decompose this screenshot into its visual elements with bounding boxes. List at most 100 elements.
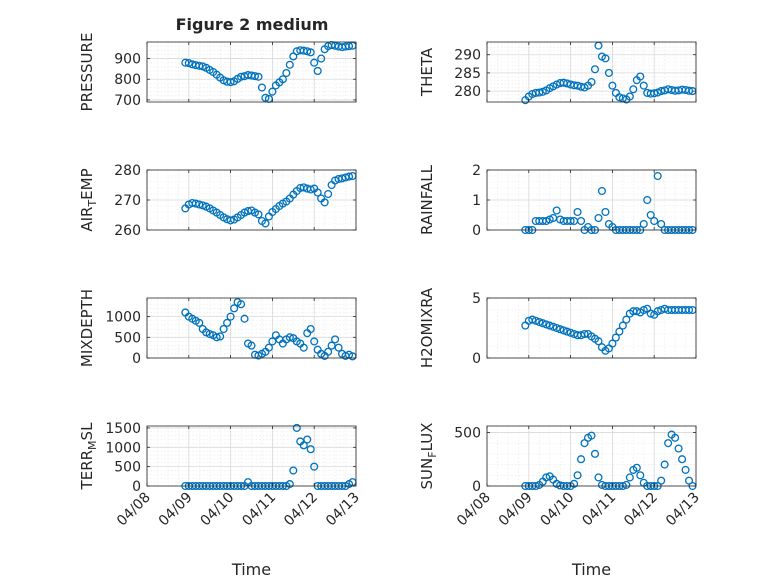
y-tick-label: 900 xyxy=(114,52,141,68)
x-tick-label: 04/13 xyxy=(663,490,703,530)
data-point xyxy=(650,89,659,98)
x-axis-label: Time xyxy=(571,560,611,579)
data-point xyxy=(324,189,333,199)
data-point xyxy=(184,59,193,68)
data-point xyxy=(552,323,561,333)
x-tick-label: 04/13 xyxy=(323,490,363,530)
data-point xyxy=(563,327,572,336)
data-point xyxy=(639,219,648,229)
data-point xyxy=(559,326,568,335)
y-axis-label-pressure: PRESSURE xyxy=(78,33,96,112)
data-point xyxy=(601,207,610,217)
data-point xyxy=(604,68,613,77)
x-tick-label: 04/09 xyxy=(496,490,536,530)
axes-box xyxy=(146,41,357,103)
y-axis-label-mixdepth: MIXDEPTH xyxy=(78,289,96,367)
y-tick-label: 500 xyxy=(114,460,141,476)
data-point xyxy=(625,473,634,482)
data-point xyxy=(268,337,277,346)
data-point xyxy=(594,213,603,223)
data-point xyxy=(535,88,544,97)
data-point xyxy=(632,463,641,472)
y-tick-label: 0 xyxy=(472,223,481,239)
data-point xyxy=(653,171,662,181)
y-axis-label-terr-m-sl: TERRMSL xyxy=(78,422,99,491)
data-point xyxy=(195,61,204,70)
data-point xyxy=(285,333,294,342)
data-point xyxy=(556,325,565,334)
data-point xyxy=(278,75,287,84)
data-point xyxy=(535,317,544,327)
data-point xyxy=(261,219,270,228)
axes-box xyxy=(486,425,697,487)
data-point xyxy=(299,343,308,352)
data-point xyxy=(285,480,294,489)
subplot-pressure: 700 800 900 PRESSURE xyxy=(78,33,357,112)
y-tick-label: 1000 xyxy=(105,310,141,326)
data-point xyxy=(681,465,690,474)
y-tick-label: 290 xyxy=(454,48,481,64)
y-tick-label: 0 xyxy=(132,351,141,367)
data-point xyxy=(590,449,600,458)
y-tick-label: 0 xyxy=(472,479,481,495)
data-point xyxy=(531,316,540,325)
data-point xyxy=(198,201,207,210)
series-markers xyxy=(521,304,697,355)
data-point xyxy=(320,198,329,207)
axes-box xyxy=(146,425,357,487)
data-point xyxy=(580,329,589,339)
data-point xyxy=(261,93,270,102)
subplot-theta: 280 285 290 THETA xyxy=(418,41,697,105)
data-point xyxy=(639,81,648,90)
data-point xyxy=(671,433,680,442)
y-tick-label: 5 xyxy=(472,291,481,307)
data-point xyxy=(643,195,652,205)
y-tick-label: 280 xyxy=(114,163,141,179)
x-axis-label: Time xyxy=(231,560,271,579)
plot-area xyxy=(487,298,696,358)
data-point xyxy=(639,305,648,315)
data-point xyxy=(313,188,322,197)
data-point xyxy=(650,216,659,226)
data-point xyxy=(653,307,662,316)
y-axis-label-h2omixra: H2OMIXRA xyxy=(418,287,436,368)
data-point xyxy=(195,318,204,327)
data-point xyxy=(636,471,645,480)
data-point xyxy=(625,92,634,101)
data-point xyxy=(545,321,554,330)
data-point xyxy=(618,321,627,330)
data-point xyxy=(268,87,277,96)
data-point xyxy=(254,210,263,219)
data-point xyxy=(254,72,263,81)
data-point xyxy=(657,219,666,229)
data-point xyxy=(264,343,273,352)
y-tick-label: 700 xyxy=(114,93,141,109)
plot-area xyxy=(487,426,696,486)
x-tick-label: 04/10 xyxy=(198,490,238,530)
data-point xyxy=(237,300,246,309)
data-point xyxy=(195,200,204,209)
axes-box xyxy=(146,297,357,359)
data-point xyxy=(306,185,315,194)
data-point xyxy=(344,42,354,51)
data-point xyxy=(566,328,575,337)
y-tick-label: 500 xyxy=(454,425,481,441)
data-point xyxy=(292,423,301,432)
data-point xyxy=(327,341,336,350)
y-tick-label: 1000 xyxy=(105,440,141,456)
y-tick-label: 1500 xyxy=(105,421,141,437)
y-tick-label: 280 xyxy=(454,84,481,100)
data-point xyxy=(576,216,586,226)
data-point xyxy=(660,460,669,469)
data-point xyxy=(226,312,235,321)
figure-title: Figure 2 medium xyxy=(176,15,329,34)
data-point xyxy=(573,207,582,217)
data-point xyxy=(542,320,551,329)
y-tick-label: 1 xyxy=(472,193,481,209)
subplot-grid: 700 800 900 PRESSURE 280 285 290 THETA 260 270 280… xyxy=(78,33,703,579)
subplot-rainfall: 0 1 2 RAINFALL xyxy=(418,163,697,239)
data-point xyxy=(240,314,249,323)
axes-box xyxy=(486,297,697,359)
data-point xyxy=(226,78,235,87)
